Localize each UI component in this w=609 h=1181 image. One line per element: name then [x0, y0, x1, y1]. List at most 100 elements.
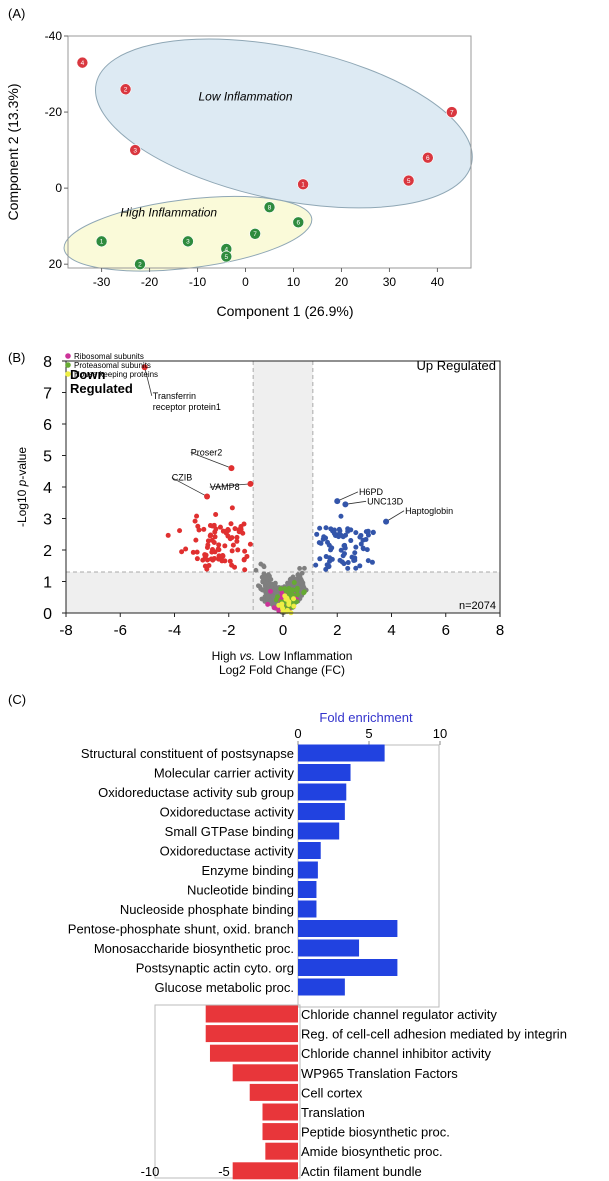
proteasomal-point — [287, 588, 293, 594]
housekeeping-point — [282, 593, 288, 599]
pca-sample-id: 2 — [138, 261, 142, 268]
pca-sample-id: 4 — [225, 246, 229, 253]
down-regulated-point — [224, 528, 230, 534]
panel-a: (A) Low Inflammation High Inflammation -3… — [5, 6, 473, 319]
down-regulated-point — [234, 534, 240, 540]
depleted-bar — [249, 1083, 298, 1101]
volcano-y-tick-label: 1 — [43, 575, 52, 592]
depleted-term-label: Peptide biosynthetic proc. — [301, 1125, 450, 1140]
volcano-point — [297, 574, 303, 580]
enriched-term-label: Monosaccharide biosynthetic proc. — [94, 941, 294, 956]
legend-label: House keeping proteins — [74, 370, 158, 379]
volcano-x-tick-label: -6 — [114, 622, 127, 639]
pca-sample-id: 7 — [253, 231, 257, 238]
legend-swatch — [65, 371, 71, 377]
down-regulated-point — [212, 534, 218, 540]
pca-x-tick-label: 0 — [242, 275, 249, 289]
up-regulated-point — [321, 534, 327, 540]
pca-y-tick-label: 20 — [49, 257, 63, 271]
housekeeping-point — [284, 607, 290, 613]
up-regulated-point — [348, 527, 354, 533]
down-regulated-point — [234, 538, 240, 544]
pca-sample-id: 3 — [186, 239, 190, 246]
enriched-bar — [298, 764, 351, 781]
down-regulated-point — [207, 533, 213, 539]
legend-label: Ribosomal subunits — [74, 352, 144, 361]
annotation-label-2: receptor protein1 — [153, 402, 221, 412]
volcano-x-tick-label: 8 — [496, 622, 504, 639]
panel-c-label: (C) — [8, 692, 26, 707]
up-regulated-point — [348, 538, 354, 544]
depleted-term-label: Amide biosynthetic proc. — [301, 1144, 443, 1159]
down-regulated-point — [183, 546, 189, 552]
up-regulated-point — [341, 561, 347, 567]
up-regulated-point — [317, 556, 323, 562]
enriched-bar — [298, 900, 317, 918]
enrichment-bottom-tick-label: -5 — [218, 1164, 230, 1179]
up-regulated-point — [317, 525, 323, 531]
volcano-point — [268, 577, 274, 582]
down-regulated-point — [217, 524, 223, 530]
enriched-term-label: Oxidoreductase activity sub group — [98, 785, 294, 800]
volcano-point — [299, 570, 305, 576]
down-regulated-label: Down — [70, 367, 105, 382]
down-regulated-point — [227, 536, 233, 542]
volcano-point — [263, 580, 269, 585]
down-regulated-point — [242, 567, 248, 573]
legend-label: Proteasomal subunits — [74, 361, 151, 370]
annotation-leader-line — [171, 477, 208, 497]
down-regulated-label-2: Regulated — [70, 381, 133, 396]
pca-x-tick-label: 40 — [431, 275, 445, 289]
up-regulated-point — [337, 557, 343, 563]
down-regulated-point — [229, 505, 235, 511]
volcano-x-tick-label: -8 — [59, 622, 72, 639]
down-regulated-point — [228, 521, 234, 527]
pca-x-tick-label: -20 — [141, 275, 159, 289]
proteasomal-point — [294, 592, 300, 598]
proteasomal-point — [278, 586, 284, 592]
up-regulated-point — [323, 525, 329, 531]
pca-sample-point — [263, 201, 276, 213]
down-regulated-point — [244, 553, 250, 559]
housekeeping-point — [276, 602, 282, 608]
volcano-point — [302, 565, 307, 571]
pca-sample-point — [134, 258, 146, 270]
volcano-x-tick-label: 2 — [333, 622, 341, 639]
down-regulated-point — [236, 529, 242, 535]
up-regulated-point — [365, 528, 371, 534]
pca-sample-id: 6 — [426, 155, 430, 162]
down-regulated-point — [190, 549, 196, 555]
annotation-label: H6PD — [359, 487, 384, 497]
up-regulated-point — [337, 528, 343, 534]
high-inflammation-label: High Inflammation — [120, 206, 217, 220]
pca-y-axis-label: Component 2 (13.3%) — [5, 84, 21, 221]
down-regulated-point — [201, 526, 207, 532]
enriched-term-label: Molecular carrier activity — [154, 766, 295, 781]
annotation-leader-line — [337, 491, 359, 502]
up-regulated-point — [336, 534, 342, 540]
pca-x-tick-label: 10 — [287, 275, 301, 289]
down-regulated-point — [216, 556, 222, 562]
pca-sample-point — [119, 83, 132, 96]
housekeeping-point — [284, 596, 290, 602]
up-regulated-point — [357, 534, 363, 540]
proteasomal-point — [273, 597, 279, 603]
housekeeping-point — [291, 596, 297, 602]
up-regulated-point — [314, 531, 320, 537]
pca-x-tick-label: 30 — [383, 275, 397, 289]
pca-sample-id: 1 — [301, 182, 305, 189]
up-regulated-point — [326, 542, 332, 548]
depleted-term-label: Actin filament bundle — [301, 1164, 422, 1179]
down-regulated-point — [216, 542, 222, 548]
up-regulated-point — [357, 563, 363, 569]
volcano-x-axis-label-2: Log2 Fold Change (FC) — [219, 663, 345, 677]
protein-count-label: n=2074 — [459, 600, 496, 612]
down-regulated-point — [165, 532, 171, 538]
enriched-bar — [298, 920, 398, 937]
up-regulated-label: Up Regulated — [417, 358, 497, 373]
down-regulated-point — [209, 549, 215, 555]
depleted-bar — [262, 1123, 298, 1141]
panel-b-label: (B) — [8, 350, 25, 365]
